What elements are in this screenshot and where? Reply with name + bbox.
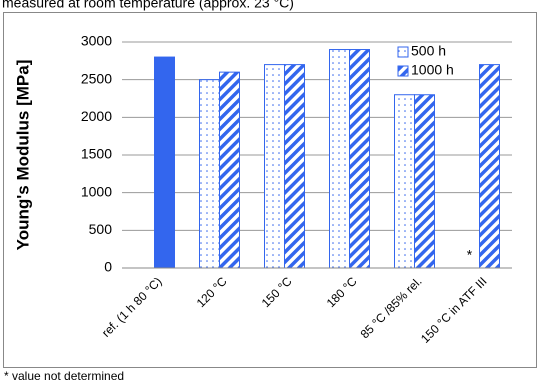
x-tick-label: 85 °C /85% rel. (358, 274, 425, 341)
y-tick-label: 1500 (81, 146, 112, 162)
x-tick-label: 150 °C (259, 274, 295, 310)
legend-label: 1000 h (411, 62, 454, 78)
bar (284, 64, 305, 269)
y-axis-title: Young's Modulus [MPa] (13, 60, 32, 251)
bar (154, 56, 175, 269)
legend-swatch (397, 46, 409, 58)
legend-swatch (397, 65, 409, 77)
bar (479, 64, 500, 269)
y-tick-label: 2000 (81, 108, 112, 124)
y-tick-label: 1000 (81, 183, 112, 199)
x-tick-label: 180 °C (324, 274, 360, 310)
bar (414, 94, 435, 269)
y-tick-label: 500 (89, 221, 113, 237)
bar (199, 79, 220, 269)
y-tick-label: 0 (104, 259, 112, 275)
x-tick-label: 120 °C (194, 274, 230, 310)
subtitle: measured at room temperature (approx. 23… (2, 0, 294, 11)
chart-frame (3, 12, 537, 368)
x-tick-label: 150 °C in ATF III (418, 274, 490, 346)
x-tick-label: ref. (1 h 80 °C) (99, 274, 165, 340)
bar (219, 71, 240, 269)
bar (394, 94, 415, 269)
annotation: * (467, 247, 473, 263)
y-tick-label: 2500 (81, 70, 112, 86)
bar (349, 49, 370, 269)
bar (329, 49, 350, 269)
footnote: * value not determined (4, 369, 124, 383)
bar (264, 64, 285, 269)
legend-label: 500 h (411, 43, 446, 59)
y-tick-label: 3000 (81, 33, 112, 49)
